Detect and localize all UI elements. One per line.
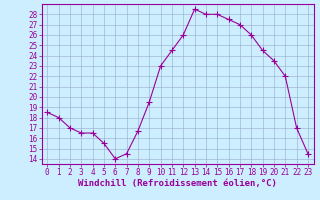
X-axis label: Windchill (Refroidissement éolien,°C): Windchill (Refroidissement éolien,°C) (78, 179, 277, 188)
